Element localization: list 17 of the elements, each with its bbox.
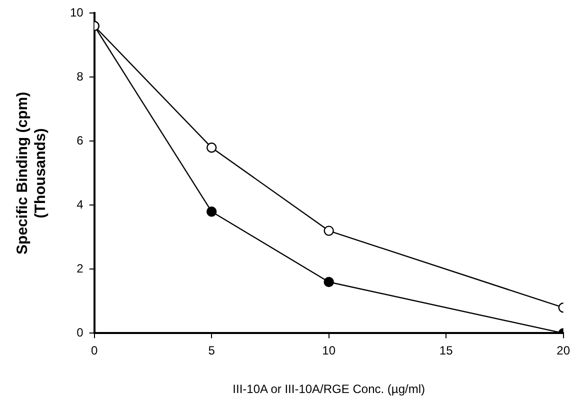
y-axis-title: Specific Binding (cpm) (Thousands) [14, 92, 50, 254]
x-tick-label: 15 [439, 344, 454, 358]
x-tick-label: 10 [322, 344, 336, 358]
x-tick-label: 0 [91, 344, 98, 358]
x-axis-title: III-10A or III-10A/RGE Conc. (µg/ml) [232, 382, 425, 396]
point [206, 142, 217, 153]
y-tick-label: 2 [76, 262, 84, 276]
point [324, 276, 334, 288]
x-tick-label: 5 [208, 344, 216, 358]
y-tick-label: 0 [76, 326, 84, 340]
y-tick-label: 8 [76, 70, 84, 84]
y-tick-label: 6 [76, 134, 84, 148]
y-tick-label: 4 [76, 198, 84, 212]
point [206, 206, 217, 217]
point [324, 226, 334, 236]
y-tick-label: 10 [70, 6, 84, 20]
x-tick-label: 20 [556, 344, 570, 358]
